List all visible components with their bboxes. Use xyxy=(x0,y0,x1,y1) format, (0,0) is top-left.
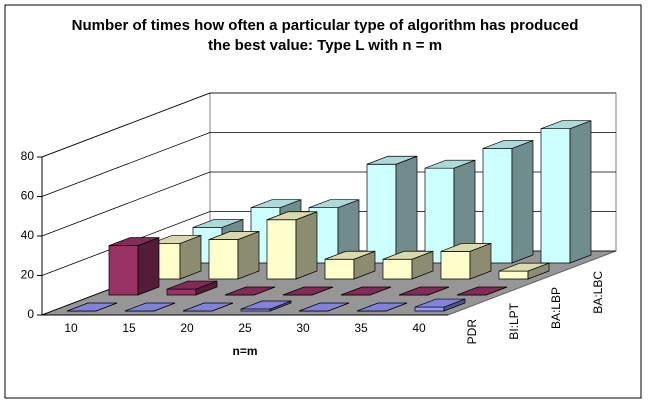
bar xyxy=(224,286,276,296)
bar-top xyxy=(424,159,476,169)
bar xyxy=(440,242,492,280)
bar xyxy=(482,139,534,264)
bar xyxy=(298,302,350,312)
bar-top xyxy=(66,302,118,312)
bar-top xyxy=(192,219,244,228)
x-tick-label: 20 xyxy=(180,321,194,335)
grid-line xyxy=(41,132,616,197)
bar-front xyxy=(166,288,197,296)
bar-front xyxy=(324,258,355,280)
grid-line xyxy=(41,92,616,158)
bar xyxy=(414,298,466,312)
bar-side xyxy=(395,155,418,264)
bar-front xyxy=(414,306,445,312)
series-label: BI:LPT xyxy=(507,302,521,339)
bar-top xyxy=(240,300,292,310)
bar-top xyxy=(440,243,492,252)
bar-front xyxy=(498,270,529,280)
x-tick-label: 10 xyxy=(64,321,78,335)
bar-side xyxy=(569,120,592,264)
y-tick-label: 20 xyxy=(21,268,35,282)
bar-top xyxy=(266,211,318,221)
grid-line xyxy=(41,171,616,237)
series-label: BA:LBP xyxy=(549,287,563,329)
bar xyxy=(240,300,292,312)
bar-side xyxy=(511,139,534,264)
bar xyxy=(266,211,318,280)
x-tick-label: 25 xyxy=(238,321,252,335)
bar-front xyxy=(208,239,239,280)
bar-front xyxy=(266,219,297,280)
bar-top xyxy=(356,302,408,312)
bar xyxy=(356,302,408,312)
x-tick-label: 15 xyxy=(122,321,136,335)
bar xyxy=(498,262,550,280)
bar-top xyxy=(366,155,418,165)
bar-front xyxy=(440,251,471,280)
bar-top xyxy=(208,231,260,240)
bar xyxy=(382,250,434,280)
bar-top xyxy=(166,280,218,290)
grid-line xyxy=(41,211,616,276)
x-axis-label: n=m xyxy=(232,344,257,358)
bar-top xyxy=(298,302,350,312)
bar-front xyxy=(108,245,139,296)
bar xyxy=(108,237,160,296)
bar xyxy=(282,286,334,296)
bar xyxy=(366,155,418,264)
bar-side xyxy=(295,211,318,280)
bar xyxy=(340,286,392,296)
bar-top xyxy=(540,120,592,130)
bar xyxy=(456,286,508,296)
bar-front xyxy=(540,128,571,264)
bar-top xyxy=(150,235,202,244)
bar-top xyxy=(340,286,392,296)
x-tick-label: 35 xyxy=(354,321,368,335)
x-tick-label: 40 xyxy=(412,321,426,335)
bar-top xyxy=(414,298,466,308)
bar-top xyxy=(250,199,302,209)
y-tick-label: 0 xyxy=(27,307,34,321)
bar xyxy=(398,286,450,296)
bar-side xyxy=(137,237,160,296)
series-label: PDR xyxy=(465,319,479,345)
bar xyxy=(166,280,218,296)
bar xyxy=(208,230,260,280)
bar xyxy=(540,120,592,264)
bar-top xyxy=(382,250,434,260)
bar-top xyxy=(398,286,450,296)
bar-top xyxy=(324,250,376,260)
bar-top xyxy=(498,262,550,272)
bar-top xyxy=(308,199,360,209)
bar-front xyxy=(366,163,397,264)
series-label: BA:LBC xyxy=(591,271,605,314)
bar xyxy=(66,302,118,312)
chart-title: Number of times how often a particular t… xyxy=(71,17,579,54)
bar-top xyxy=(456,286,508,296)
bar-top xyxy=(282,286,334,296)
bar-front xyxy=(382,258,413,280)
bar-top xyxy=(124,302,176,312)
y-tick-label: 80 xyxy=(21,149,35,163)
bar xyxy=(424,159,476,264)
y-tick-label: 40 xyxy=(21,228,35,242)
bar-top xyxy=(482,140,534,149)
bar-top xyxy=(224,286,276,296)
bar-top xyxy=(182,302,234,312)
bar xyxy=(182,302,234,312)
bar xyxy=(124,302,176,312)
bar-top xyxy=(108,237,160,246)
x-tick-label: 30 xyxy=(296,321,310,335)
y-tick-label: 60 xyxy=(21,189,35,203)
bar xyxy=(324,250,376,280)
